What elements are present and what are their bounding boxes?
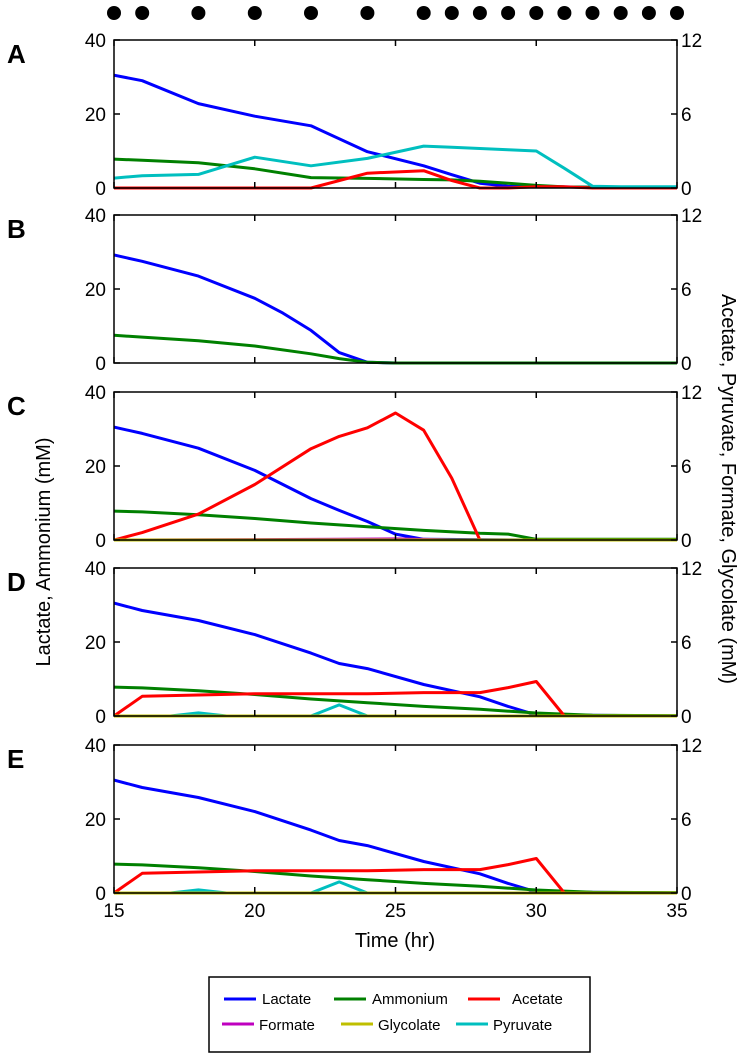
panel-d-letter: D (7, 567, 26, 597)
panel-c: 0 20 40 0 6 12 C (7, 383, 702, 552)
panel-c-ytick-right-label-2: 12 (681, 383, 702, 404)
panel-e-ytick-left-label-1: 20 (85, 810, 106, 831)
legend-box (208, 976, 591, 1053)
panel-e-ytick-right-label-0: 0 (681, 884, 692, 905)
panel-d-line-lactate (114, 601, 677, 718)
panel-a-ytick-left-label-1: 20 (85, 105, 106, 126)
panel-b-ytick-left-label-1: 20 (85, 280, 106, 301)
panel-d: 0 20 40 0 6 12 D (7, 559, 702, 728)
panel-e-ytick-right-label-1: 6 (681, 810, 692, 831)
sample-marker-15 (670, 6, 684, 20)
panel-c-ytick-right-label-1: 6 (681, 457, 692, 478)
legend-label-lactate: Lactate (262, 991, 311, 1008)
panel-e-ytick-left-label-0: 0 (95, 884, 106, 905)
panel-a-ytick-right-label-0: 0 (681, 179, 692, 200)
panel-b: 0 20 40 0 6 12 B (7, 206, 702, 375)
legend-label-pyruvate: Pyruvate (493, 1017, 552, 1034)
x-axis-title: Time (hr) (355, 930, 435, 952)
x-tick-label-0: 15 (103, 901, 124, 922)
y-axis-title-right: Acetate, Pyruvate, Formate, Glycolate (m… (717, 294, 739, 684)
panels: 0 20 40 0 6 12 A 0 20 40 0 6 12 B 0 20 40 0 6 12 C 0 20 40 0 6 12 D… (7, 31, 702, 922)
panel-c-ytick-left-label-0: 0 (95, 531, 106, 552)
sample-marker-3 (247, 6, 262, 20)
sample-marker-0 (107, 6, 121, 20)
panel-c-ytick-left-label-1: 20 (85, 457, 106, 478)
sample-marker-2 (191, 6, 206, 20)
panel-a: 0 20 40 0 6 12 A (7, 31, 702, 200)
panel-d-ytick-left-label-2: 40 (85, 559, 106, 580)
panel-b-ytick-right-label-2: 12 (681, 206, 702, 227)
panel-e-letter: E (7, 744, 24, 774)
sample-marker-7 (444, 6, 459, 20)
legend-label-formate: Formate (259, 1017, 315, 1034)
panel-a-ytick-left-label-2: 40 (85, 31, 106, 52)
legend-label-glycolate: Glycolate (378, 1017, 441, 1034)
x-tick-label-3: 30 (526, 901, 547, 922)
panel-e-ytick-left-label-2: 40 (85, 736, 106, 757)
panel-b-ytick-right-label-1: 6 (681, 280, 692, 301)
x-tick-label-2: 25 (385, 901, 406, 922)
sample-marker-12 (585, 6, 600, 20)
sample-marker-11 (557, 6, 572, 20)
sample-marker-10 (529, 6, 544, 20)
panel-d-ytick-right-label-1: 6 (681, 633, 692, 654)
x-tick-label-1: 20 (244, 901, 265, 922)
panel-d-line-acetate (114, 680, 677, 718)
sample-marker-14 (641, 6, 656, 20)
panel-c-letter: C (7, 391, 26, 421)
sample-marker-9 (501, 6, 516, 20)
panel-e-ytick-right-label-2: 12 (681, 736, 702, 757)
panel-d-ytick-left-label-1: 20 (85, 633, 106, 654)
panel-a-ytick-right-label-1: 6 (681, 105, 692, 126)
panel-c-line-ammonium (114, 509, 677, 541)
sample-markers (107, 6, 684, 20)
panel-a-line-pyruvate (114, 144, 677, 189)
legend-label-ammonium: Ammonium (372, 991, 448, 1008)
panel-a-background (114, 40, 677, 188)
legend-label-acetate: Acetate (512, 991, 563, 1008)
panel-e-line-acetate (114, 857, 677, 895)
sample-marker-8 (472, 6, 487, 20)
panel-a-letter: A (7, 39, 26, 69)
sample-marker-5 (360, 6, 375, 20)
panel-b-ytick-right-label-0: 0 (681, 354, 692, 375)
sample-marker-1 (135, 6, 150, 20)
panel-b-ytick-left-label-0: 0 (95, 354, 106, 375)
sample-marker-13 (613, 6, 628, 20)
panel-b-background (114, 215, 677, 363)
legend: Lactate Ammonium Acetate Formate Glycola… (208, 976, 591, 1053)
panel-a-ytick-right-label-2: 12 (681, 31, 702, 52)
panel-a-ytick-left-label-0: 0 (95, 179, 106, 200)
panel-e-line-lactate (114, 778, 677, 895)
sample-marker-6 (416, 6, 431, 20)
panel-c-ytick-left-label-2: 40 (85, 383, 106, 404)
panel-d-line-ammonium (114, 685, 677, 718)
panel-b-ytick-left-label-2: 40 (85, 206, 106, 227)
x-tick-label-4: 35 (666, 901, 687, 922)
panel-b-letter: B (7, 214, 26, 244)
panel-e-line-ammonium (114, 862, 677, 895)
y-axis-title-left: Lactate, Ammonium (mM) (33, 438, 55, 667)
panel-d-ytick-right-label-2: 12 (681, 559, 702, 580)
panel-d-ytick-right-label-0: 0 (681, 707, 692, 728)
sample-marker-4 (304, 6, 318, 20)
panel-c-ytick-right-label-0: 0 (681, 531, 692, 552)
panel-d-ytick-left-label-0: 0 (95, 707, 106, 728)
